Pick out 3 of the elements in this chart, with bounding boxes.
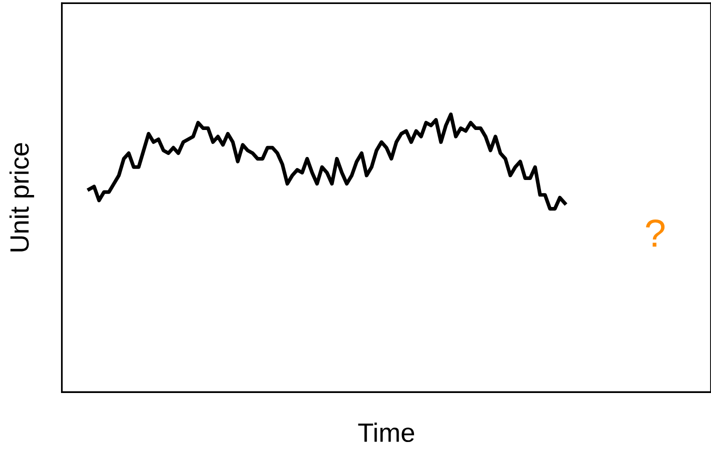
y-axis-title: Unit price	[9, 143, 34, 252]
x-axis-title: Time	[358, 422, 414, 442]
annotation: ?	[646, 219, 665, 247]
